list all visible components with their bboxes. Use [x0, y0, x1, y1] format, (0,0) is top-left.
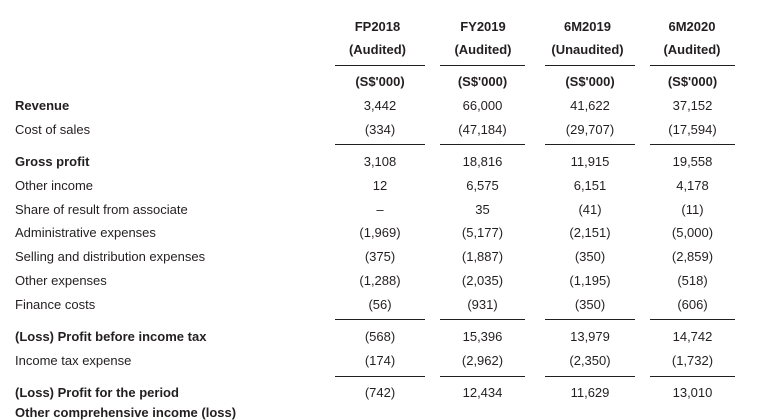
table-cell: 19,558: [672, 154, 713, 169]
subtotal-rule: [650, 319, 735, 320]
table-cell: (334): [364, 122, 396, 137]
row-label-gross-profit: Gross profit: [15, 154, 90, 169]
table-cell: 12,434: [462, 385, 503, 400]
row-label-administrative-expenses: Administrative expenses: [15, 225, 156, 240]
table-cell: (56): [368, 297, 392, 312]
row-label-share-of-result: Share of result from associate: [15, 202, 188, 217]
table-cell: (2,035): [461, 273, 504, 288]
table-cell: (350): [574, 249, 606, 264]
table-cell: (47,184): [458, 122, 507, 137]
table-cell: (41): [578, 202, 602, 217]
table-cell: 66,000: [462, 98, 503, 113]
table-cell: (931): [467, 297, 498, 312]
table-cell: (2,350): [569, 353, 611, 368]
subtotal-rule: [335, 144, 425, 145]
table-cell: 3,108: [363, 154, 397, 169]
audit-status: (Audited): [663, 42, 721, 57]
unit-label: (S$'000): [667, 74, 718, 89]
period-label: FP2018: [354, 19, 401, 34]
table-cell: (1,288): [359, 273, 401, 288]
table-cell: (174): [364, 353, 396, 368]
header-rule: [335, 65, 425, 66]
table-cell: (29,707): [565, 122, 615, 137]
table-cell: 11,915: [570, 154, 610, 169]
period-label: FY2019: [460, 19, 506, 34]
table-cell: 41,622: [570, 98, 610, 113]
table-cell: 18,816: [462, 154, 503, 169]
row-label-other-comprehensive-income: Other comprehensive income (loss): [15, 405, 237, 420]
table-cell: 13,010: [672, 385, 713, 400]
table-cell: 35: [475, 202, 490, 217]
subtotal-rule: [440, 144, 525, 145]
table-cell: (742): [364, 385, 396, 400]
table-cell: (2,151): [569, 225, 611, 240]
audit-status: (Audited): [348, 42, 407, 57]
table-cell: 6,575: [466, 178, 499, 193]
col-header-fp2018: FP2018 (Audited): [340, 19, 415, 58]
table-cell: 13,979: [570, 329, 610, 344]
col-header-6m2020: 6M2020 (Audited): [652, 19, 732, 58]
table-cell: (1,195): [569, 273, 611, 288]
table-cell: (1,732): [671, 353, 714, 368]
subtotal-rule: [650, 376, 735, 377]
table-cell: (606): [677, 297, 708, 312]
unit-label: (S$'000): [565, 74, 615, 89]
table-cell: –: [376, 202, 384, 217]
table-cell: 14,742: [672, 329, 713, 344]
subtotal-rule: [335, 376, 425, 377]
table-cell: 3,442: [363, 98, 397, 113]
row-label-selling-distribution: Selling and distribution expenses: [15, 249, 206, 264]
row-label-income-tax: Income tax expense: [15, 353, 132, 368]
subtotal-rule: [335, 319, 425, 320]
row-label-profit-before-tax: (Loss) Profit before income tax: [15, 329, 207, 344]
table-cell: (518): [677, 273, 708, 288]
row-label-revenue: Revenue: [15, 98, 70, 113]
table-cell: (2,859): [671, 249, 714, 264]
row-label-profit-for-period: (Loss) Profit for the period: [15, 385, 179, 400]
table-cell: (11): [681, 202, 704, 217]
subtotal-rule: [545, 319, 635, 320]
audit-status: (Audited): [454, 42, 512, 57]
subtotal-rule: [440, 376, 525, 377]
row-label-other-expenses: Other expenses: [15, 273, 107, 288]
table-cell: 37,152: [672, 98, 713, 113]
header-rule: [440, 65, 525, 66]
table-cell: 4,178: [676, 178, 709, 193]
unit-label: (S$'000): [355, 74, 405, 89]
header-rule: [545, 65, 635, 66]
row-label-other-income: Other income: [15, 178, 94, 193]
table-cell: (1,969): [359, 225, 401, 240]
table-cell: 6,151: [573, 178, 607, 193]
table-cell: (5,000): [671, 225, 714, 240]
unit-label: (S$'000): [457, 74, 508, 89]
row-label-finance-costs: Finance costs: [15, 297, 96, 312]
table-cell: (2,962): [461, 353, 504, 368]
col-header-fy2019: FY2019 (Audited): [443, 19, 523, 58]
col-header-6m2019: 6M2019 (Unaudited): [540, 19, 635, 58]
row-label-cost-of-sales: Cost of sales: [15, 122, 91, 137]
table-cell: 12: [372, 178, 388, 193]
table-cell: 11,629: [570, 385, 610, 400]
table-cell: (1,887): [461, 249, 504, 264]
audit-status: (Unaudited): [551, 42, 624, 57]
period-label: 6M2019: [564, 19, 611, 34]
table-cell: 15,396: [462, 329, 503, 344]
table-cell: (568): [364, 329, 396, 344]
subtotal-rule: [440, 319, 525, 320]
period-label: 6M2020: [668, 19, 716, 34]
table-cell: (5,177): [461, 225, 504, 240]
header-rule: [650, 65, 735, 66]
subtotal-rule: [545, 376, 635, 377]
table-cell: (350): [574, 297, 606, 312]
table-cell: (17,594): [668, 122, 717, 137]
table-cell: (375): [364, 249, 396, 264]
subtotal-rule: [650, 144, 735, 145]
subtotal-rule: [545, 144, 635, 145]
